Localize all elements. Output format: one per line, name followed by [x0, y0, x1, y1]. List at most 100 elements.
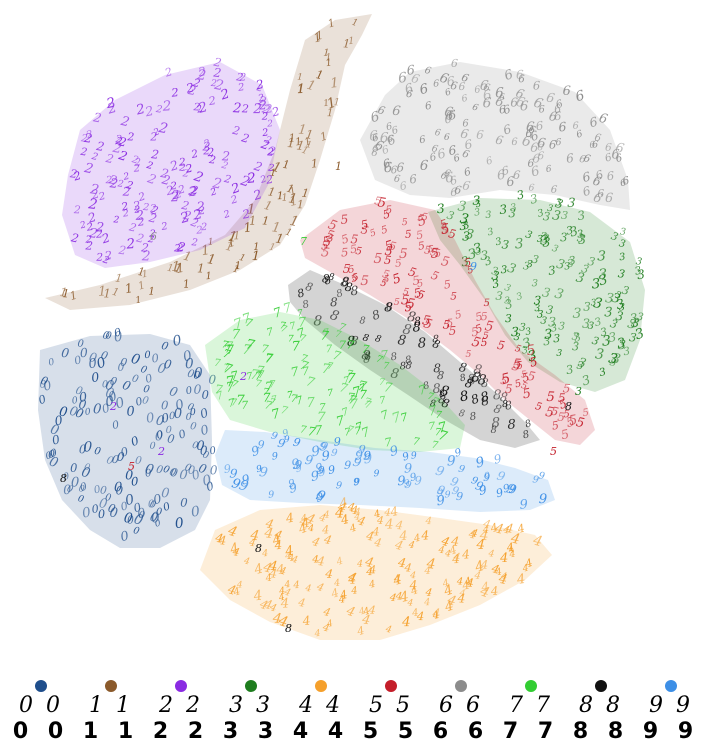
- digit-point-0: 0: [148, 498, 156, 510]
- digit-point-0: 0: [186, 412, 192, 423]
- digit-point-7: 7: [297, 308, 305, 319]
- digit-point-1: 1: [329, 75, 339, 92]
- digit-point-6: 6: [387, 134, 394, 145]
- digit-point-3: 3: [614, 290, 622, 302]
- digit-point-2: 2: [209, 78, 217, 90]
- digit-point-2: 2: [267, 162, 275, 174]
- digit-point-0: 0: [70, 461, 77, 475]
- digit-point-7: 7: [225, 380, 235, 396]
- legend: 0 0 0 0 1 1 1 1 2 2 2 2 3 3 3 3 4 4 4 4 …: [0, 670, 714, 751]
- digit-point-5: 5: [551, 419, 560, 433]
- digit-point-3: 3: [610, 291, 622, 308]
- digit-point-0: 0: [90, 369, 100, 385]
- digit-point-8: 8: [490, 425, 496, 436]
- digit-point-5: 5: [466, 264, 475, 276]
- digit-point-4: 4: [425, 556, 437, 573]
- digit-point-7: 7: [331, 348, 342, 364]
- digit-point-3: 3: [445, 209, 455, 223]
- digit-point-9: 9: [363, 449, 372, 463]
- digit-point-outlier: 6: [150, 230, 157, 243]
- digit-point-0: 0: [166, 431, 175, 446]
- digit-point-0: 0: [196, 439, 205, 454]
- digit-point-3: 3: [554, 196, 565, 212]
- digit-point-8: 8: [386, 300, 394, 313]
- digit-point-0: 0: [143, 461, 155, 479]
- digit-point-2: 2: [95, 252, 103, 264]
- cluster-region-5: [300, 200, 595, 445]
- digit-point-8: 8: [339, 275, 350, 290]
- digit-point-1: 1: [238, 253, 247, 264]
- digit-point-outlier: 2: [109, 400, 117, 413]
- digit-point-5: 5: [416, 278, 424, 290]
- digit-point-2: 2: [187, 184, 198, 200]
- digit-point-0: 0: [98, 496, 109, 512]
- digit-point-2: 2: [190, 183, 200, 197]
- digit-point-3: 3: [543, 327, 553, 343]
- digit-point-0: 0: [39, 379, 46, 391]
- digit-point-7: 7: [339, 339, 347, 352]
- digit-point-2: 2: [154, 104, 163, 116]
- digit-point-5: 5: [415, 212, 428, 230]
- digit-point-0: 0: [145, 411, 155, 427]
- digit-point-0: 0: [169, 466, 178, 480]
- digit-point-1: 1: [274, 231, 285, 247]
- legend-item-2: 2 2 2 2: [149, 670, 213, 750]
- digit-point-6: 6: [597, 187, 604, 200]
- digit-point-7: 7: [286, 389, 294, 401]
- digit-point-7: 7: [229, 368, 240, 383]
- digit-point-6: 6: [458, 80, 466, 93]
- digit-point-9: 9: [388, 444, 400, 461]
- digit-point-6: 6: [525, 127, 533, 140]
- digit-point-9: 9: [270, 430, 280, 442]
- digit-point-4: 4: [460, 577, 471, 592]
- digit-point-2: 2: [239, 130, 251, 146]
- legend-item-5: 5 5 5 5: [359, 670, 423, 750]
- digit-point-1: 1: [141, 269, 149, 281]
- digit-point-4: 4: [371, 525, 380, 538]
- digit-point-7: 7: [255, 370, 262, 383]
- digit-point-2: 2: [79, 133, 88, 145]
- digit-point-3: 3: [592, 295, 604, 312]
- digit-point-4: 4: [363, 555, 376, 572]
- digit-point-8: 8: [347, 334, 356, 349]
- digit-point-6: 6: [443, 112, 453, 126]
- digit-point-7: 7: [256, 363, 265, 378]
- digit-point-6: 6: [510, 95, 518, 109]
- digit-point-2: 2: [202, 138, 212, 150]
- digit-point-8: 8: [436, 369, 444, 382]
- digit-point-6: 6: [485, 155, 495, 168]
- digit-point-7: 7: [434, 427, 442, 438]
- digit-point-7: 7: [362, 396, 372, 409]
- digit-point-8: 8: [360, 348, 371, 364]
- digit-point-6: 6: [597, 111, 609, 128]
- digit-point-5: 5: [321, 238, 329, 252]
- digit-point-5: 5: [513, 357, 522, 372]
- digit-point-4: 4: [388, 504, 399, 519]
- digit-point-1: 1: [148, 286, 155, 298]
- digit-point-5: 5: [443, 278, 452, 292]
- digit-point-9: 9: [318, 438, 330, 455]
- digit-point-3: 3: [626, 315, 638, 332]
- digit-point-0: 0: [71, 476, 80, 491]
- digit-point-4: 4: [412, 533, 421, 545]
- digit-point-4: 4: [268, 602, 278, 615]
- digit-point-7: 7: [431, 395, 441, 408]
- digit-point-4: 4: [423, 597, 431, 608]
- digit-point-outlier: 8: [565, 400, 572, 413]
- digit-point-outlier: 8: [255, 542, 262, 555]
- digit-point-4: 4: [523, 557, 534, 571]
- digit-point-1: 1: [166, 263, 174, 275]
- digit-point-3: 3: [568, 223, 580, 240]
- digit-point-4: 4: [270, 532, 284, 549]
- digit-point-0: 0: [49, 447, 59, 460]
- digit-point-4: 4: [444, 549, 452, 560]
- digit-point-9: 9: [290, 456, 302, 473]
- digit-point-4: 4: [321, 523, 330, 536]
- digit-point-5: 5: [350, 273, 359, 285]
- digit-point-3: 3: [501, 237, 510, 252]
- digit-point-4: 4: [348, 523, 358, 536]
- legend-dot: [105, 680, 117, 692]
